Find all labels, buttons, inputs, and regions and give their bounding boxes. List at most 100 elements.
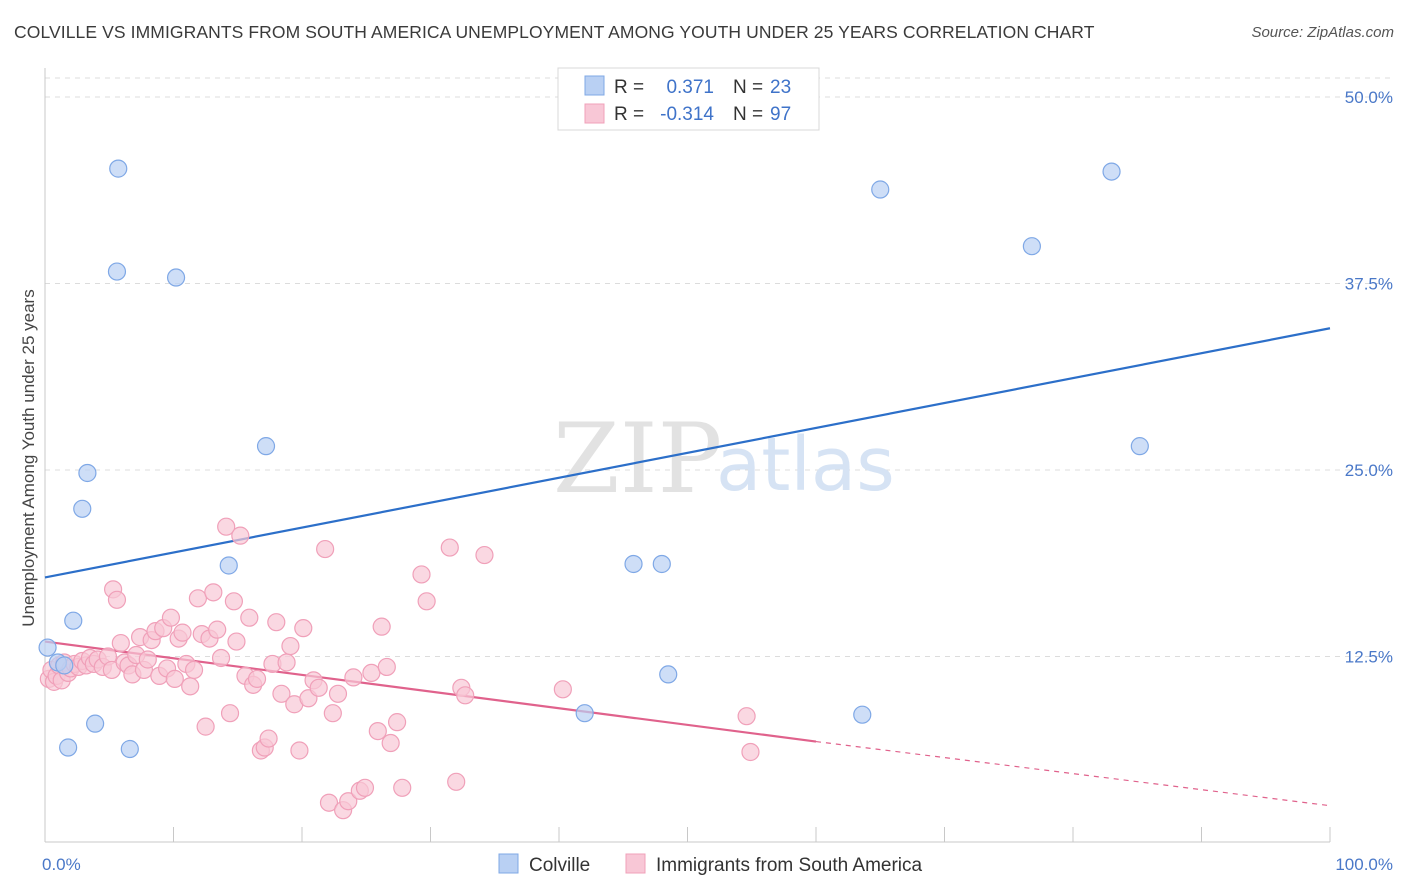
immigrants-point (240, 608, 259, 627)
colville-point (853, 705, 872, 724)
immigrants-point (344, 668, 363, 687)
immigrants-point (475, 545, 494, 565)
colville-point (256, 437, 276, 456)
immigrants-trend-extension (815, 740, 1331, 807)
immigrants-point (272, 684, 291, 703)
colville-point (86, 714, 105, 733)
immigrants-point (417, 592, 436, 611)
immigrants-point (227, 632, 246, 651)
immigrants-point (294, 619, 313, 638)
legend-r-label: R = (614, 77, 644, 98)
immigrants-point (362, 663, 381, 683)
immigrants-point (456, 686, 475, 705)
legend-swatch-colville (584, 75, 605, 96)
colville-point (59, 738, 78, 757)
gridlines (45, 77, 1393, 657)
immigrants-point (188, 589, 208, 608)
bottom-legend-immigrants: Immigrants from South America (656, 855, 923, 876)
immigrants-point (447, 772, 466, 791)
immigrants-point (138, 650, 157, 669)
immigrants-point (231, 526, 250, 545)
immigrants-point (741, 742, 760, 762)
y-tick-label: 25.0% (1345, 461, 1393, 480)
colville-point (1022, 237, 1041, 256)
immigrants-point (211, 648, 231, 668)
colville-point (1130, 437, 1149, 456)
colville-point (575, 704, 594, 723)
immigrants-point (387, 713, 407, 732)
immigrants-point (204, 583, 223, 602)
immigrants-point (165, 669, 184, 688)
data-points (38, 159, 1149, 820)
immigrants-point (355, 778, 375, 797)
x-tick-label: 100.0% (1335, 855, 1393, 874)
colville-point (38, 638, 57, 657)
watermark-atlas: atlas (716, 422, 895, 508)
bottom-legend: Colville Immigrants from South America (498, 853, 923, 876)
colville-point (219, 556, 238, 575)
immigrants-point (267, 613, 286, 632)
legend: R = 0.371 N = 23 R = -0.314 N = 97 (557, 67, 820, 131)
axes (44, 68, 1331, 843)
immigrants-trend-line (44, 640, 817, 743)
immigrants-point (737, 707, 756, 726)
bottom-legend-colville: Colville (529, 855, 590, 876)
y-axis-label: Unemployment Among Youth under 25 years (19, 289, 38, 626)
x-tick-label: 0.0% (42, 855, 81, 874)
y-tick-label: 37.5% (1345, 275, 1393, 294)
immigrants-point (173, 623, 192, 642)
trend-lines (44, 327, 1331, 807)
immigrants-point (259, 729, 278, 748)
bottom-legend-swatch-colville (498, 853, 519, 874)
colville-point (78, 463, 97, 483)
colville-point (55, 656, 74, 675)
colville-point (64, 611, 83, 630)
immigrants-point (281, 636, 300, 656)
colville-point (659, 665, 678, 684)
immigrants-point (339, 792, 358, 811)
immigrants-point (316, 539, 335, 559)
immigrants-point (111, 633, 130, 653)
colville-point (73, 499, 92, 518)
immigrants-point (440, 538, 459, 557)
colville-point (1102, 162, 1121, 181)
immigrants-point (319, 793, 339, 812)
immigrants-point (553, 680, 572, 699)
colville-point (652, 554, 671, 574)
immigrants-point (372, 617, 391, 636)
legend-r-value: 0.371 (666, 77, 714, 98)
colville-point (166, 268, 186, 287)
legend-n-label: N = (733, 104, 763, 125)
colville-point (120, 739, 139, 759)
immigrants-point (381, 733, 400, 753)
colville-point (109, 159, 128, 178)
immigrants-point (309, 678, 328, 697)
immigrants-point (220, 704, 240, 723)
immigrants-point (107, 590, 127, 609)
legend-n-value: 23 (770, 77, 791, 98)
immigrants-point (224, 592, 243, 611)
immigrants-point (181, 677, 200, 696)
immigrants-point (328, 684, 348, 703)
immigrants-point (208, 620, 227, 639)
watermark-zip: ZIP (553, 403, 722, 515)
immigrants-point (368, 721, 387, 741)
legend-n-label: N = (733, 77, 763, 98)
colville-point (624, 554, 643, 574)
chart-title: COLVILLE VS IMMIGRANTS FROM SOUTH AMERIC… (14, 22, 1095, 42)
immigrants-point (217, 517, 236, 536)
immigrants-point (184, 660, 204, 680)
y-tick-label: 50.0% (1345, 88, 1393, 107)
legend-swatch-immigrants (584, 103, 605, 124)
immigrants-point (290, 741, 309, 760)
immigrants-point (323, 704, 342, 723)
colville-point (107, 262, 127, 281)
x-tick-labels: 0.0% 100.0% (42, 855, 1393, 874)
y-tick-label: 12.5% (1345, 648, 1393, 667)
legend-r-value: -0.314 (660, 104, 714, 125)
legend-n-value: 97 (770, 104, 791, 125)
watermark: ZIP atlas (553, 403, 895, 515)
colville-trend-line (44, 327, 1331, 579)
immigrants-point (161, 608, 181, 627)
